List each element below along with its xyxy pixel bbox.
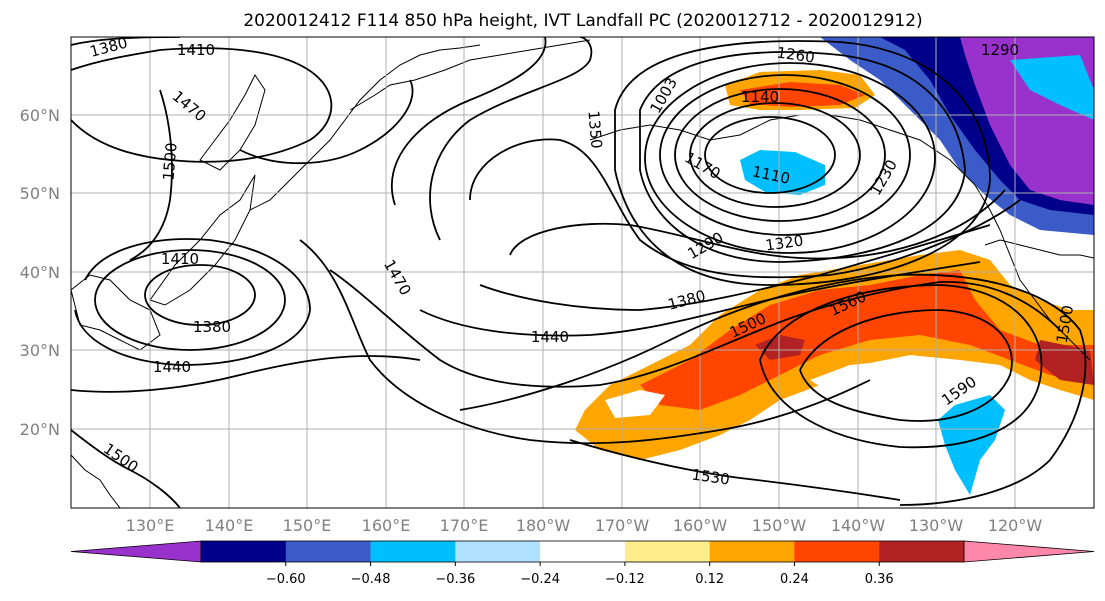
lon-label: 140°E — [205, 516, 254, 535]
colorbar-extend-low — [70, 540, 202, 563]
contour-1470-sw — [71, 355, 421, 393]
positive-shading-goa-core — [740, 82, 865, 107]
coast-philippines — [71, 454, 121, 508]
contour-1380-west — [144, 264, 256, 326]
positive-shading-max — [755, 335, 805, 360]
lon-label: 170°W — [595, 516, 650, 535]
colorbar: −0.60 −0.48 −0.36 −0.24 −0.12 0.12 0.24 0.36 — [70, 540, 1095, 587]
lat-label: 20°N — [20, 420, 60, 439]
contour-1380a — [429, 37, 593, 241]
contour-low-1 — [704, 116, 836, 194]
contour-1440-west — [74, 238, 311, 366]
coast-siberia — [349, 39, 591, 111]
lon-label: 180°W — [516, 516, 571, 535]
contour-label: 1320 — [764, 231, 804, 254]
contour-label: 1140 — [741, 88, 779, 106]
lon-label: 140°W — [831, 516, 886, 535]
coastlines — [71, 39, 1094, 508]
contour-1410-nw — [71, 47, 333, 163]
contour-1590 — [799, 309, 1013, 422]
colorbar-segment — [624, 541, 711, 562]
colorbar-segment — [794, 541, 880, 562]
coast-sakhalin — [199, 74, 266, 171]
contour-label: 1410 — [161, 250, 199, 268]
contour-1290 — [509, 189, 1006, 260]
map-frame — [70, 36, 1095, 509]
colorbar-segment — [455, 541, 541, 562]
contour-1350 — [469, 138, 1021, 279]
contour-label: 1380 — [193, 318, 231, 336]
contour-label: 1260 — [776, 43, 816, 66]
contour-1530-outer — [459, 273, 1087, 506]
negative-shading-mid — [740, 150, 825, 195]
colorbar-tick-label: 0.12 — [695, 572, 724, 587]
colorbar-tick-label: −0.48 — [351, 572, 391, 587]
contour-label: 1530 — [691, 465, 731, 488]
contour-1410-west — [94, 249, 286, 351]
coast-kamchatka-kurils — [249, 44, 481, 211]
positive-shading-subtropical-core — [640, 270, 1094, 410]
lon-label: 130°W — [909, 516, 964, 535]
colorbar-extend-high — [963, 540, 1095, 563]
gridlines — [71, 37, 1094, 508]
lat-label: 50°N — [20, 184, 60, 203]
lat-label: 60°N — [20, 106, 60, 125]
lon-label: 160°W — [673, 516, 728, 535]
contour-low-2 — [689, 102, 861, 208]
shading-gap-west — [605, 390, 665, 418]
contour-1470-nw — [239, 79, 414, 165]
lon-label: 150°W — [752, 516, 807, 535]
negative-shading-ne-light — [1010, 55, 1094, 120]
contour-label: 1440 — [153, 358, 191, 376]
lon-label: 170°E — [440, 516, 489, 535]
latitude-labels: 60°N 50°N 40°N 30°N 20°N — [20, 106, 60, 439]
contour-label: 1290 — [981, 41, 1019, 59]
shading-gap-subtropical — [810, 360, 955, 405]
lon-label: 160°E — [362, 516, 411, 535]
colorbar-tick-label: −0.36 — [435, 572, 475, 587]
contour-1380b — [479, 224, 991, 311]
colorbar-segment — [201, 541, 287, 562]
map-title: 2020012412 F114 850 hPa height, IVT Land… — [243, 11, 922, 31]
contour-1410a — [390, 37, 547, 206]
contour-1500-sw — [71, 429, 181, 508]
contour-1470 — [329, 269, 1061, 388]
contour-label: 1500 — [159, 142, 180, 182]
contour-low-5 — [644, 62, 936, 254]
lon-label: 150°E — [283, 516, 332, 535]
map-panel: 1380 1410 1470 1500 1260 1290 1350 1003 … — [70, 36, 1095, 509]
positive-shading-east-max — [1035, 340, 1094, 385]
contour-label: 1440 — [531, 328, 569, 346]
contour-1500b — [299, 239, 871, 445]
contour-low-7 — [614, 40, 991, 286]
colorbar-segment — [879, 541, 965, 562]
lat-label: 40°N — [20, 263, 60, 282]
lon-label: 130°E — [126, 516, 175, 535]
coast-canada-border — [984, 239, 1094, 259]
colorbar-segment — [709, 541, 795, 562]
colorbar-tick-label: −0.12 — [605, 572, 645, 587]
contour-1530 — [569, 439, 901, 501]
contour-label: 1410 — [177, 41, 215, 59]
contour-low-6 — [639, 51, 966, 263]
colorbar-tick-label: 0.24 — [780, 572, 809, 587]
colorbar-segment — [540, 541, 626, 562]
contour-1560 — [759, 284, 1043, 449]
colorbar-segment — [285, 541, 372, 562]
contour-label: 1350 — [584, 110, 605, 150]
colorbar-segment — [370, 541, 456, 562]
colorbar-tick-label: −0.24 — [520, 572, 560, 587]
negative-shading-se — [938, 395, 1005, 495]
contour-low-3 — [674, 88, 886, 222]
lon-label: 120°W — [988, 516, 1043, 535]
lat-label: 30°N — [20, 341, 60, 360]
colorbar-frame — [200, 540, 965, 563]
colorbar-tick-label: −0.60 — [266, 572, 306, 587]
coast-west-na — [999, 229, 1091, 361]
colorbar-tick-label: 0.36 — [865, 572, 894, 587]
contour-1500-nw — [129, 89, 173, 261]
longitude-labels: 130°E 140°E 150°E 160°E 170°E 180°W 170°… — [126, 516, 1043, 535]
contour-low-4 — [659, 74, 911, 236]
